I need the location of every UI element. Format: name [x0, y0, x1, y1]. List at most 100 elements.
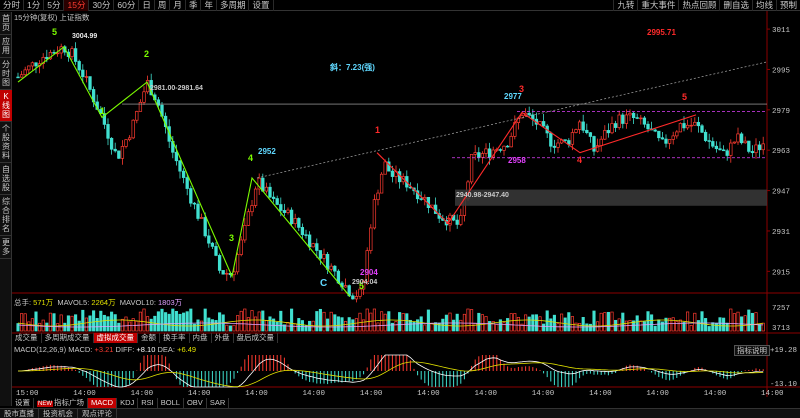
volume-tab-2[interactable]: 虚拟成交量	[93, 333, 138, 343]
candle-body	[455, 219, 459, 225]
volume-tab-1[interactable]: 多周期成交量	[42, 333, 94, 343]
indicator-tab-7[interactable]: SAR	[207, 398, 230, 408]
period-tab-6[interactable]: 日	[139, 0, 155, 11]
indicator-tab-4[interactable]: RSI	[138, 398, 158, 408]
volume-bar	[531, 314, 535, 332]
period-tab-0[interactable]: 分时	[0, 0, 25, 11]
candle-body	[671, 135, 675, 140]
candle-body	[624, 114, 629, 124]
volume-bar	[110, 311, 114, 332]
volume-bar	[322, 311, 326, 332]
volume-tab-6[interactable]: 外盘	[212, 333, 234, 343]
volume-bar	[376, 322, 380, 332]
period-tab-12[interactable]: 设置	[249, 0, 274, 11]
period-tab-10[interactable]: 年	[201, 0, 217, 11]
volume-bar	[23, 313, 27, 332]
volume-bar	[434, 322, 438, 332]
volume-bar	[38, 322, 42, 332]
volume-bar	[113, 314, 117, 332]
volume-bar	[408, 319, 412, 332]
kline-chart[interactable]: 3011 2995 2979 2963 2947 2931 2915 7257 3713 +19.…	[12, 11, 800, 408]
bottom-tab-0[interactable]: 股市直播	[0, 408, 39, 418]
volume-bar	[203, 308, 207, 332]
indicator-tab-0[interactable]: 设置	[12, 398, 34, 408]
toolbar-right-button-4[interactable]: 均线	[751, 0, 776, 11]
period-tab-2[interactable]: 5分	[44, 0, 65, 11]
wave-label-green: 4	[248, 153, 253, 163]
volume-bar	[455, 313, 459, 332]
annotation-channel: 2981.00-2981.64	[150, 85, 203, 92]
candle-body	[689, 124, 693, 127]
period-tab-4[interactable]: 30分	[89, 0, 115, 11]
macd-title: MACD(12,26,9)	[14, 345, 67, 354]
wave-label-green: 3	[229, 233, 234, 243]
period-toolbar: 分时 1分 5分 15分 30分 60分日周月季年多周期 设置 九转 重大事件 热点回顾 删自选均…	[0, 0, 800, 11]
volume-bar	[671, 317, 675, 332]
candle-body	[127, 137, 132, 141]
indicator-tab-2[interactable]: MACD	[88, 398, 118, 408]
period-tab-5[interactable]: 60分	[114, 0, 140, 11]
bottom-tab-1[interactable]: 投资机会	[39, 408, 78, 418]
volume-tab-3[interactable]: 金额	[138, 333, 160, 343]
volume-tab-0[interactable]: 成交量	[12, 333, 42, 343]
wave-label-green: 5	[52, 27, 57, 37]
left-tab-0[interactable]: 首页	[0, 12, 12, 35]
left-tab-6[interactable]: 综合排名	[0, 195, 12, 236]
wave-label-red: 5	[682, 92, 687, 102]
indicator-explain-button[interactable]: 指标说明	[734, 345, 770, 356]
toolbar-right-button-5[interactable]: 预制	[775, 0, 800, 11]
volume-bar	[423, 324, 427, 332]
indicator-tab-3[interactable]: KDJ	[117, 398, 139, 408]
candle-body	[657, 130, 661, 139]
volume-bar	[268, 316, 272, 332]
volume-axis-label: 3713	[772, 325, 791, 333]
left-tab-5[interactable]: 自选股	[0, 163, 12, 195]
volume-bar	[646, 311, 650, 332]
period-tab-9[interactable]: 季	[186, 0, 202, 11]
bottom-tab-2[interactable]: 观点评论	[78, 408, 117, 418]
candle-body	[585, 129, 589, 134]
left-tab-2[interactable]: 分时图	[0, 58, 12, 90]
indicator-tab-6[interactable]: OBV	[184, 398, 207, 408]
toolbar-right-button-0[interactable]: 九转	[613, 0, 637, 11]
left-tab-4[interactable]: 个股资料	[0, 122, 12, 163]
period-tab-7[interactable]: 周	[155, 0, 171, 11]
volume-tab-7[interactable]: 盘后成交量	[234, 333, 278, 343]
toolbar-right-button-1[interactable]: 重大事件	[637, 0, 678, 11]
candle-body	[365, 250, 369, 282]
candle-body	[354, 296, 359, 300]
candle-body	[747, 140, 751, 152]
candle-body	[102, 113, 107, 125]
period-tab-11[interactable]: 多周期	[217, 0, 250, 11]
left-tab-7[interactable]: 更多	[0, 236, 12, 259]
period-tab-1[interactable]: 1分	[24, 0, 45, 11]
left-tab-char: 综	[2, 197, 10, 206]
time-axis-label: 14:00	[474, 390, 497, 398]
candle-body	[358, 288, 362, 297]
indicator-tab-1[interactable]: NEW 指标广场	[34, 398, 88, 408]
volume-bar	[563, 317, 567, 332]
period-tab-3[interactable]: 15分	[64, 0, 90, 11]
candle-body	[311, 243, 315, 248]
volume-tab-5[interactable]: 内盘	[190, 333, 212, 343]
toolbar-right-button-3[interactable]: 删自选	[719, 0, 752, 11]
candle-body	[351, 295, 355, 300]
candle-body	[621, 114, 625, 124]
volume-tab-4[interactable]: 换手率	[160, 333, 190, 343]
price-axis-label: 2963	[772, 148, 791, 156]
indicator-tab-5[interactable]: BOLL	[158, 398, 184, 408]
period-tab-8[interactable]: 月	[170, 0, 186, 11]
wave-label-green: 5	[359, 281, 364, 291]
left-tab-char: 应	[2, 37, 10, 46]
volume-bar	[286, 322, 290, 332]
volume-bar	[120, 318, 124, 332]
macd-dea-line	[18, 361, 764, 388]
price-axis-label: 2995	[772, 67, 791, 75]
volume-bar	[498, 319, 502, 332]
toolbar-right-button-2[interactable]: 热点回顾	[678, 0, 719, 11]
volume-bar	[398, 312, 402, 332]
volume-bar	[95, 318, 99, 332]
indicator-tabs: 设置 NEW 指标广场 MACD KDJ RSI BOLL OBV SAR	[12, 398, 230, 408]
left-tab-1[interactable]: 应用	[0, 35, 12, 58]
